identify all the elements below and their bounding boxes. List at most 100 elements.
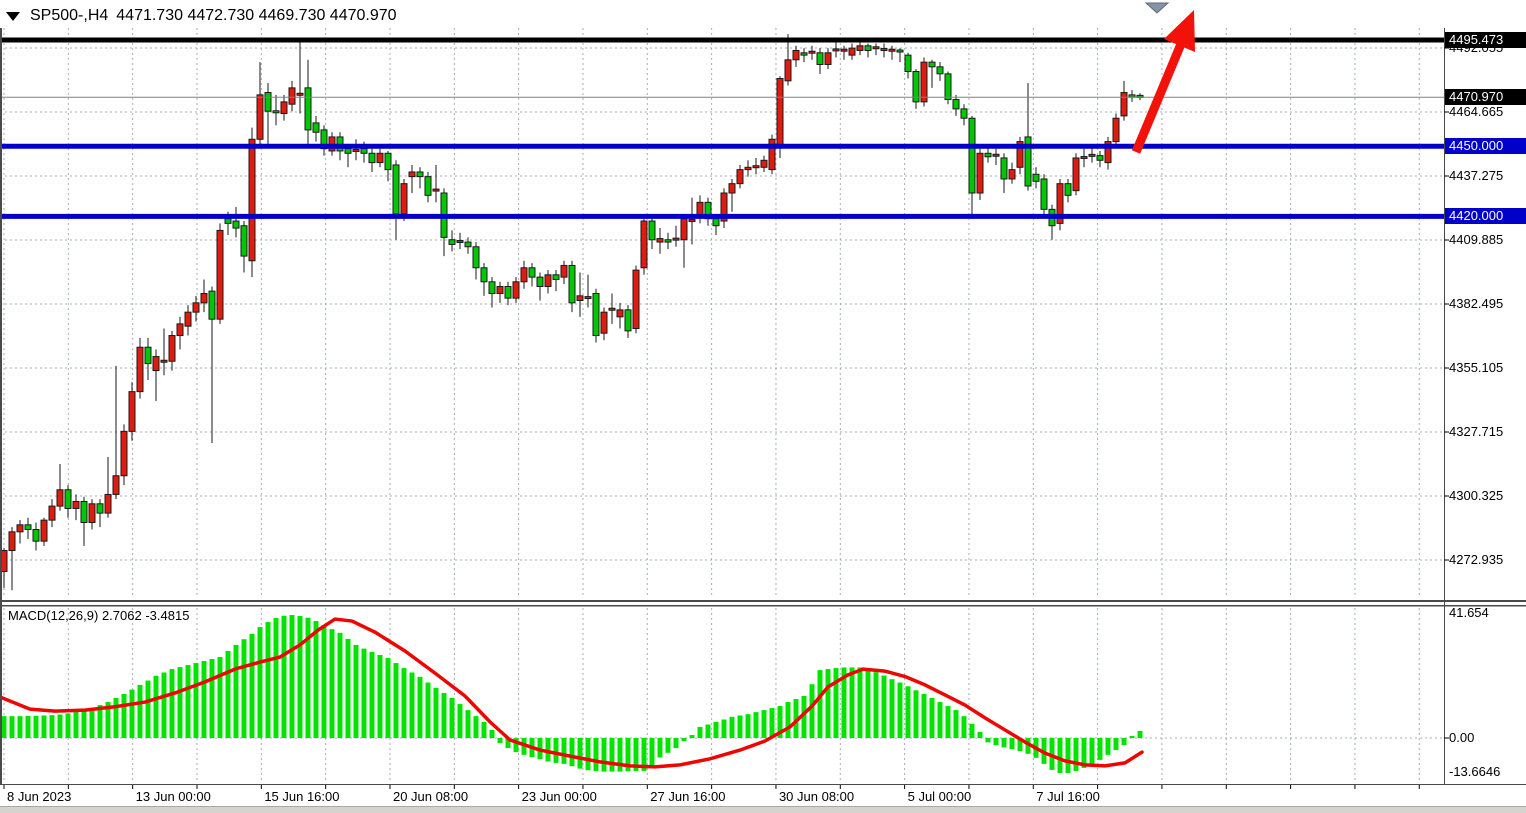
- bull-candle-body: [824, 52, 832, 65]
- bear-candle-body: [240, 225, 248, 257]
- bull-candle-body: [400, 183, 408, 215]
- bull-candle-body: [872, 46, 880, 50]
- bear-candle-body: [448, 239, 456, 245]
- macd-histogram-bar: [497, 738, 503, 744]
- macd-histogram-bar: [441, 692, 447, 738]
- bear-candle-body: [952, 99, 960, 110]
- macd-scale-max: 41.654: [1449, 605, 1489, 620]
- macd-histogram-bar: [1001, 738, 1007, 748]
- bull-candle-body: [656, 238, 664, 243]
- macd-histogram-bar: [785, 702, 791, 738]
- bear-candle-body: [208, 290, 216, 320]
- macd-histogram-bar: [609, 738, 615, 772]
- macd-histogram-bar: [969, 723, 975, 738]
- macd-histogram-bar: [1129, 735, 1135, 738]
- price-badge-4470.970: 4470.970: [1445, 89, 1526, 106]
- bear-candle-body: [1064, 183, 1072, 196]
- macd-histogram-bar: [665, 738, 671, 753]
- panel-separator[interactable]: [0, 600, 1526, 602]
- time-axis-label: 15 Jun 16:00: [264, 789, 340, 804]
- macd-histogram-bar: [49, 715, 55, 738]
- bull-candle-body: [408, 171, 416, 178]
- collapse-triangle-icon[interactable]: [6, 11, 20, 21]
- trend-arrow-head[interactable]: [1164, 10, 1195, 52]
- macd-histogram-bar: [345, 638, 351, 738]
- macd-indicator-label: MACD(12,26,9) 2.7062 -3.4815: [8, 608, 189, 624]
- bear-candle-body: [344, 148, 352, 154]
- bull-candle-body: [600, 311, 608, 334]
- bear-candle-body: [816, 52, 824, 65]
- macd-histogram-bar: [809, 684, 815, 738]
- macd-histogram-bar: [1097, 738, 1103, 760]
- time-axis-label: 23 Jun 00:00: [521, 789, 597, 804]
- bear-candle-body: [368, 152, 376, 164]
- macd-histogram-bar: [1137, 730, 1143, 738]
- bear-candle-body: [968, 117, 976, 194]
- macd-histogram-bar: [153, 675, 159, 738]
- trend-arrow-shaft[interactable]: [1131, 42, 1186, 154]
- bull-candle-body: [720, 192, 728, 222]
- macd-histogram-bar: [705, 724, 711, 738]
- macd-histogram-bar: [273, 618, 279, 738]
- time-axis-label: 13 Jun 00:00: [135, 789, 211, 804]
- macd-histogram-bar: [425, 682, 431, 738]
- price-badge-4450.000: 4450.000: [1445, 138, 1526, 155]
- bull-candle-body: [112, 475, 120, 495]
- macd-histogram-bar: [73, 711, 79, 738]
- macd-histogram-bar: [489, 729, 495, 738]
- macd-histogram-bar: [793, 699, 799, 738]
- bull-candle-body: [608, 307, 616, 311]
- top-marker-triangle-icon[interactable]: [1144, 2, 1170, 14]
- panel-separator[interactable]: [0, 605, 1526, 607]
- macd-histogram-bar: [921, 693, 927, 738]
- window-bottom-edge: [0, 806, 1526, 813]
- macd-histogram-bar: [849, 667, 855, 738]
- time-axis-label: 5 Jul 00:00: [907, 789, 972, 804]
- bull-candle-body: [256, 94, 264, 140]
- bull-candle-body: [848, 47, 856, 56]
- bull-candle-body: [560, 264, 568, 278]
- macd-histogram-bar: [97, 705, 103, 738]
- macd-histogram-bar: [241, 639, 247, 738]
- macd-histogram-bar: [545, 738, 551, 762]
- macd-histogram-bar: [569, 738, 575, 767]
- bull-candle-body: [512, 281, 520, 299]
- macd-histogram-bar: [1057, 738, 1063, 773]
- macd-histogram-bar: [105, 702, 111, 738]
- macd-histogram-bar: [17, 716, 23, 738]
- macd-histogram-bar: [737, 715, 743, 738]
- macd-histogram-bar: [985, 738, 991, 743]
- bull-candle-body: [136, 346, 144, 393]
- bear-candle-body: [464, 241, 472, 248]
- macd-histogram-bar: [449, 698, 455, 738]
- macd-histogram-bar: [41, 715, 47, 738]
- macd-histogram-bar: [1073, 738, 1079, 771]
- macd-histogram-bar: [673, 738, 679, 749]
- macd-histogram-bar: [817, 670, 823, 738]
- bull-candle-body: [128, 391, 136, 432]
- macd-histogram-bar: [409, 672, 415, 738]
- macd-histogram-bar: [1017, 738, 1023, 752]
- macd-histogram-bar: [913, 690, 919, 738]
- macd-histogram-bar: [881, 675, 887, 738]
- macd-histogram-bar: [953, 710, 959, 738]
- bull-candle-body: [56, 489, 64, 507]
- macd-histogram-bar: [833, 668, 839, 738]
- bull-candle-body: [544, 274, 552, 287]
- price-grid-label: 4464.665: [1449, 104, 1504, 119]
- macd-histogram-bar: [561, 738, 567, 764]
- macd-histogram-bar: [137, 684, 143, 738]
- price-grid-label: 4300.325: [1449, 488, 1504, 503]
- bear-candle-body: [648, 220, 656, 241]
- bear-candle-body: [80, 500, 88, 523]
- bear-candle-body: [912, 70, 920, 103]
- bull-candle-body: [1112, 117, 1120, 143]
- macd-histogram-bar: [585, 738, 591, 771]
- left-border: [0, 28, 2, 785]
- macd-histogram-bar: [905, 686, 911, 738]
- time-axis-label: 7 Jul 16:00: [1036, 789, 1100, 804]
- macd-histogram-bar: [465, 710, 471, 738]
- bull-candle-body: [784, 59, 792, 82]
